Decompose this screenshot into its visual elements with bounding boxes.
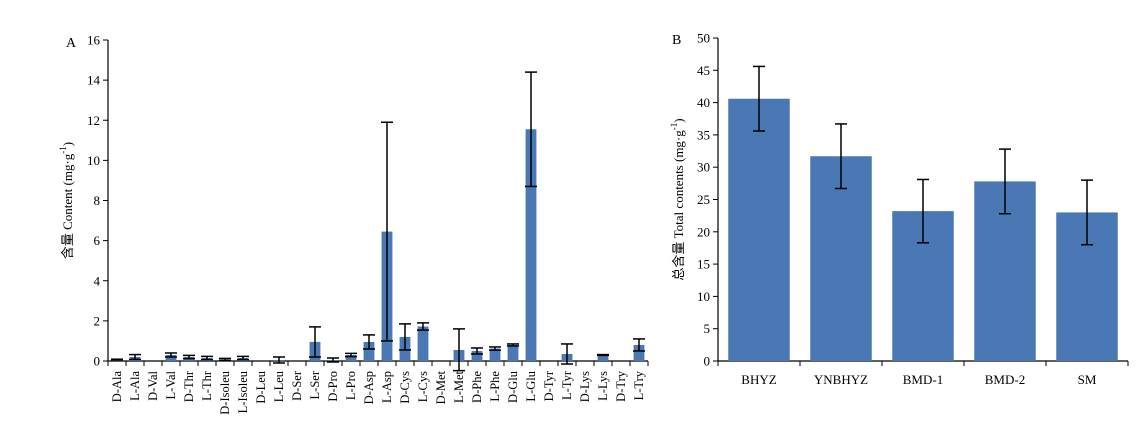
x-tick-label: L-Tyr [560, 370, 574, 400]
x-tick-label: D-Asp [362, 371, 376, 404]
x-tick-label: D-Thr [182, 370, 196, 402]
x-tick-label: D-Leu [254, 370, 268, 403]
y-tick-label: 16 [87, 33, 101, 48]
y-axis-title-sup: -1 [58, 146, 68, 154]
panel-label: B [672, 33, 681, 48]
bar [363, 341, 375, 361]
x-tick-label: L-Thr [200, 370, 214, 401]
y-tick-label: 0 [704, 354, 711, 369]
x-tick-label: L-Cys [416, 371, 430, 402]
y-axis-title-end: ) [60, 142, 75, 146]
bar [728, 98, 790, 361]
y-tick-label: 0 [94, 354, 101, 369]
y-tick-label: 10 [697, 289, 710, 304]
y-tick-label: 25 [697, 192, 710, 207]
bar [507, 344, 519, 361]
panel-a: 0 2 4 6 8 10 12 14 16 D-Ala L-Ala D-Val L-Val D-Thr L-… [58, 33, 649, 415]
y-tick-label: 15 [697, 257, 710, 272]
x-tick-label: L-Met [452, 370, 466, 402]
y-tick-label: 4 [94, 273, 101, 288]
x-tick-label: L-Try [632, 370, 646, 400]
x-tick-label: BMD-2 [985, 372, 1025, 387]
y-axis-title-main: 含量 Content (mg·g [60, 153, 75, 259]
x-tick-label: D-Isoleu [218, 370, 232, 414]
bar [810, 156, 872, 361]
x-tick-label: D-Cys [398, 371, 412, 404]
x-tick-label: BHYZ [741, 372, 776, 387]
y-tick-label: 30 [697, 160, 710, 175]
x-tick-label: L-Val [164, 370, 178, 399]
y-axis-title: 含量 Content (mg·g-1) [58, 142, 75, 259]
bar [165, 354, 177, 361]
y-axis-title-sup: -1 [669, 123, 679, 131]
x-tick-label: L-Lys [596, 371, 610, 401]
y-tick-label: 14 [87, 73, 101, 88]
x-tick-label: L-Phe [488, 371, 502, 402]
x-tick-label: D-Ala [110, 371, 124, 403]
y-axis-title-main: 总含量 Total contents (mg·g [671, 130, 686, 281]
bar [525, 129, 537, 361]
y-tick-label: 2 [94, 313, 101, 328]
panel-label: A [66, 36, 77, 51]
y-tick-label: 5 [704, 321, 711, 336]
bar [633, 344, 645, 361]
y-tick-label: 35 [697, 127, 710, 142]
x-tick-label: D-Phe [470, 371, 484, 403]
x-tick-label: L-Glu [524, 370, 538, 401]
y-axis-title: 总含量 Total contents (mg·g-1) [669, 118, 686, 280]
y-tick-label: 50 [697, 31, 710, 46]
x-tick-label: D-Ser [290, 370, 304, 401]
bar [471, 350, 483, 361]
y-tick-label: 45 [697, 63, 710, 78]
x-tick-label: L-Leu [272, 370, 286, 402]
bar [417, 326, 429, 361]
x-tick-label: D-Tyr [542, 370, 556, 401]
x-tick-label: BMD-1 [903, 372, 943, 387]
bar [345, 354, 357, 361]
x-tick-label: YNBHYZ [814, 372, 868, 387]
x-tick-label: L-Asp [380, 371, 394, 403]
x-tick-label: SM [1078, 372, 1097, 387]
x-tick-label: D-Pro [326, 371, 340, 402]
y-tick-label: 40 [697, 95, 710, 110]
y-tick-label: 20 [697, 224, 710, 239]
x-tick-label: D-Try [614, 370, 628, 402]
x-tick-label: L-Isoleu [236, 370, 250, 413]
y-tick-label: 8 [94, 193, 101, 208]
x-tick-label: D-Lys [578, 371, 592, 402]
x-tick-label: D-Val [146, 370, 160, 400]
panel-b: 0 5 10 15 20 25 30 35 40 45 50 BHYZ YNBHYZ BMD-1 BMD-2… [669, 31, 1129, 387]
y-tick-label: 6 [94, 233, 101, 248]
y-tick-label: 10 [87, 153, 100, 168]
x-tick-label: D-Met [434, 370, 448, 404]
bar [489, 348, 501, 361]
y-axis-title-end: ) [671, 118, 686, 122]
x-tick-label: D-Glu [506, 370, 520, 403]
bar [597, 354, 609, 361]
x-tick-label: L-Pro [344, 371, 358, 400]
x-tick-label: L-Ser [308, 370, 322, 399]
x-tick-label: L-Ala [128, 371, 142, 401]
y-tick-label: 12 [87, 113, 100, 128]
